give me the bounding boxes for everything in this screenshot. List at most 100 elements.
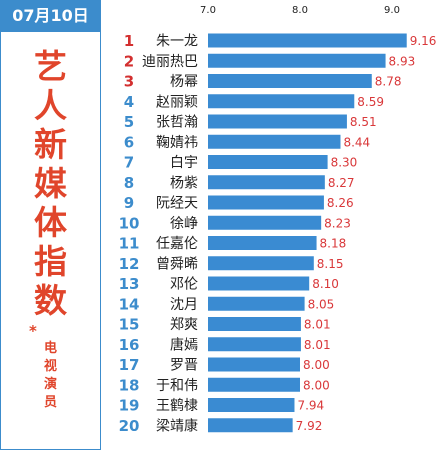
value-label: 8.93: [389, 54, 416, 68]
bar: [208, 114, 347, 129]
value-label: 8.05: [308, 297, 335, 311]
rank-number: 14: [119, 295, 140, 313]
side-panel: 07月10日 艺 人 新 媒 体 指 数 * 电 视 演 员: [0, 0, 101, 451]
artist-name: 张哲瀚: [156, 115, 198, 131]
bar: [208, 276, 310, 291]
rank-number: 11: [119, 235, 140, 253]
rank-number: 12: [119, 255, 140, 273]
bar: [208, 175, 325, 190]
artist-name: 徐峥: [170, 216, 198, 232]
value-label: 8.01: [304, 338, 331, 352]
title-char-1: 艺: [34, 47, 67, 86]
bar: [208, 215, 322, 230]
subtitle-char-1: 电: [43, 341, 57, 356]
artist-name: 白宇: [170, 155, 198, 171]
rank-number: 19: [119, 397, 140, 415]
artist-name: 杨幂: [170, 74, 198, 90]
star-mark: *: [29, 322, 37, 340]
value-label: 8.00: [303, 358, 330, 372]
rank-number: 6: [124, 133, 134, 151]
value-label: 8.18: [320, 237, 347, 251]
bar: [208, 33, 407, 48]
bar: [208, 296, 305, 311]
artist-name: 沈月: [170, 297, 198, 313]
x-tick-label: 9.0: [384, 5, 400, 16]
subtitle-char-4: 员: [43, 395, 57, 410]
value-label: 7.92: [296, 419, 323, 433]
rank-number: 13: [119, 275, 140, 293]
x-axis-ticks: 7.08.09.010.0: [200, 5, 400, 16]
bar: [208, 256, 314, 271]
value-label: 8.01: [304, 318, 331, 332]
rank-number: 16: [119, 336, 140, 354]
date-badge: 07月10日: [0, 0, 101, 32]
value-label: 8.15: [317, 257, 344, 271]
bar: [208, 236, 317, 250]
bar: [208, 195, 324, 210]
value-label: 8.78: [375, 75, 402, 89]
bar: [208, 357, 300, 372]
bar: [208, 74, 372, 88]
artist-name: 王鹤棣: [156, 398, 198, 414]
bar: [208, 377, 300, 392]
bar: [208, 134, 341, 149]
artist-name: 曾舜晞: [156, 256, 198, 272]
title-char-7: 数: [34, 281, 67, 320]
value-label: 8.23: [324, 216, 351, 230]
value-label: 8.30: [331, 156, 358, 170]
rank-number: 3: [124, 73, 134, 91]
rank-number: 17: [119, 356, 140, 374]
bar: [208, 418, 293, 433]
bar: [208, 53, 386, 68]
artist-name: 任嘉伦: [156, 236, 198, 252]
rank-number: 15: [119, 316, 140, 334]
bar: [208, 398, 295, 412]
bar: [208, 337, 301, 352]
artist-name: 鞠婧祎: [156, 135, 198, 151]
artist-name: 罗晋: [170, 358, 198, 374]
value-label: 8.26: [327, 196, 354, 210]
rank-number: 4: [124, 93, 134, 111]
rank-number: 20: [119, 417, 140, 435]
title-char-4: 媒: [34, 164, 67, 203]
artist-name: 阮经天: [156, 196, 198, 212]
subtitle-char-2: 视: [43, 359, 57, 374]
artist-name: 郑爽: [170, 317, 198, 333]
artist-name: 梁靖康: [156, 417, 198, 434]
artist-name: 邓伦: [170, 277, 198, 293]
artist-name: 杨紫: [170, 175, 198, 191]
side-panel-border: [0, 32, 101, 450]
value-label: 8.10: [312, 277, 339, 291]
ranking-bar-chart: 7.08.09.010.0 1朱一龙9.162迪丽热巴8.933杨幂8.784赵…: [119, 5, 437, 435]
artist-name: 迪丽热巴: [142, 54, 198, 70]
title-char-6: 指: [34, 242, 67, 281]
title-char-2: 人: [34, 86, 67, 125]
rank-number: 1: [124, 32, 134, 50]
rank-number: 9: [124, 194, 134, 212]
bar: [208, 155, 328, 169]
rank-number: 5: [124, 113, 134, 131]
x-tick-label: 8.0: [292, 5, 308, 16]
value-label: 8.59: [357, 95, 384, 109]
rank-number: 8: [124, 174, 134, 192]
bar: [208, 94, 355, 109]
artist-name: 唐嫣: [170, 336, 198, 353]
chart-rows: 1 朱一龙 9.16 2 迪丽热巴 8.93 3 杨幂 8.78 4 赵丽颖 8.59 5 张哲瀚 8.51…: [119, 32, 437, 435]
artist-name: 赵丽颖: [156, 94, 198, 110]
artist-name: 于和伟: [156, 378, 198, 394]
value-label: 7.94: [297, 399, 324, 413]
value-label: 8.44: [343, 135, 370, 149]
rank-number: 2: [124, 52, 134, 70]
value-label: 8.27: [328, 176, 355, 190]
subtitle-char-3: 演: [43, 377, 57, 392]
rank-number: 7: [124, 154, 134, 172]
title-char-3: 新: [34, 125, 67, 164]
value-label: 8.00: [303, 378, 330, 392]
value-label: 8.51: [350, 115, 377, 129]
rank-number: 10: [119, 214, 140, 232]
value-label: 9.16: [410, 34, 437, 48]
bar: [208, 317, 301, 331]
x-tick-label: 7.0: [200, 5, 216, 16]
rank-number: 18: [119, 376, 140, 394]
title-char-5: 体: [34, 203, 67, 242]
